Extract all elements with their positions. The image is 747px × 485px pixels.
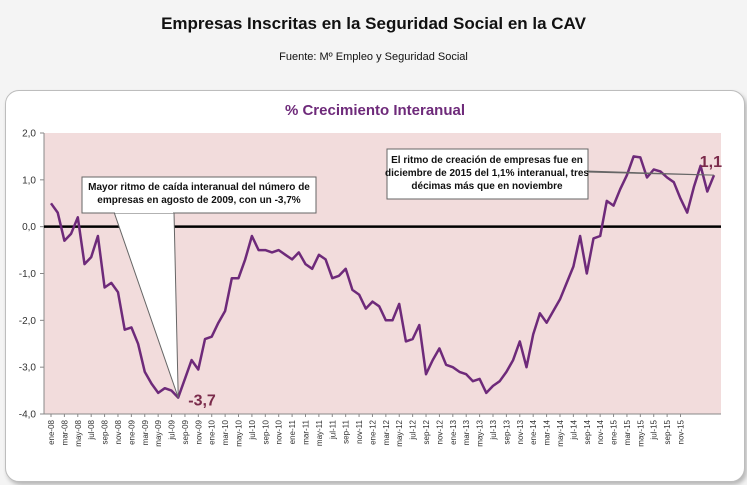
x-tick-label: ene-15 (610, 419, 619, 444)
x-tick-label: may-12 (395, 419, 404, 446)
x-tick-label: jul-15 (650, 419, 659, 440)
x-tick-label: jul-09 (168, 419, 177, 440)
x-tick-label: sep-13 (502, 419, 511, 444)
y-tick-label: -3,0 (19, 363, 37, 374)
x-tick-label: ene-12 (368, 419, 377, 444)
callout-box-last (386, 148, 589, 200)
x-tick-label: nov-15 (677, 419, 686, 444)
x-tick-label: sep-15 (663, 419, 672, 444)
callout-text-min: Mayor ritmo de caída interanual del núme… (88, 182, 310, 206)
x-tick-label: may-14 (556, 419, 565, 446)
x-tick-label: jul-14 (569, 419, 578, 440)
x-tick-label: jul-08 (87, 419, 96, 440)
x-tick-label: sep-08 (101, 419, 110, 444)
x-axis: ene-08 mar-08 may-08 jul-08 sep-08 nov-08 ene-… (44, 413, 721, 447)
page-title: Empresas Inscritas en la Seguridad Socia… (161, 14, 586, 33)
callout-box-min (81, 176, 317, 214)
x-tick-label: jul-13 (489, 419, 498, 440)
y-tick-label: 1,0 (22, 175, 36, 186)
x-tick-label: nov-11 (355, 419, 364, 443)
x-tick-label: mar-11 (301, 419, 310, 444)
x-tick-label: mar-13 (462, 419, 471, 445)
x-tick-label: sep-11 (342, 419, 351, 443)
x-tick-label: jul-12 (409, 419, 418, 440)
x-tick-label: jul-10 (248, 419, 257, 440)
y-tick-label: -1,0 (19, 269, 37, 280)
y-axis: 2,0 1,0 0,0 -1,0 -2,0 -3,0 -4,0 (19, 129, 45, 421)
x-tick-label: sep-09 (181, 419, 190, 444)
callout-text-last: El ritmo de creación de empresas fue en d… (385, 155, 589, 192)
y-tick-label: 0,0 (22, 222, 36, 233)
x-tick-label: nov-12 (435, 419, 444, 444)
x-tick-label: jul-11 (328, 419, 337, 440)
x-tick-label: ene-14 (529, 419, 538, 444)
x-tick-label: may-13 (476, 419, 485, 446)
x-tick-label: may-08 (74, 419, 83, 446)
x-tick-label: sep-10 (261, 419, 270, 444)
x-tick-label: nov-13 (516, 419, 525, 444)
x-tick-label: mar-10 (221, 419, 230, 445)
x-tick-label: may-11 (315, 419, 324, 446)
line-chart: % Crecimiento Interanual 2,0 1,0 0,0 -1,0 -2… (19, 102, 722, 447)
x-tick-label: mar-08 (60, 419, 69, 445)
y-tick-label: -4,0 (19, 410, 37, 421)
x-tick-label: may-15 (636, 419, 645, 446)
source-note: Fuente: Mº Empleo y Seguridad Social (279, 51, 468, 63)
callouts: -3,7 1,1 Mayor ritmo de caída interanual d… (81, 148, 722, 410)
x-tick-label: mar-15 (623, 419, 632, 445)
min-value-label: -3,7 (188, 393, 216, 410)
last-value-label: 1,1 (700, 154, 722, 171)
y-tick-label: 2,0 (22, 129, 36, 140)
x-tick-label: nov-08 (114, 419, 123, 444)
x-tick-label: nov-14 (596, 419, 605, 444)
chart-title: % Crecimiento Interanual (285, 102, 465, 119)
x-tick-label: mar-12 (382, 419, 391, 445)
chart-panel: % Crecimiento Interanual 2,0 1,0 0,0 -1,0 -2… (5, 90, 745, 482)
x-tick-label: nov-10 (275, 419, 284, 444)
x-tick-label: sep-14 (583, 419, 592, 444)
x-tick-label: mar-14 (543, 419, 552, 445)
y-tick-label: -2,0 (19, 316, 37, 327)
x-tick-label: ene-10 (208, 419, 217, 444)
x-tick-label: ene-08 (47, 419, 56, 444)
x-tick-label: may-09 (154, 419, 163, 446)
x-tick-label: may-10 (235, 419, 244, 446)
x-tick-label: nov-09 (194, 419, 203, 444)
x-tick-label: mar-09 (141, 419, 150, 445)
series-line-growth (49, 155, 716, 399)
x-tick-label: ene-11 (288, 419, 297, 444)
x-tick-label: sep-12 (422, 419, 431, 444)
x-tick-label: ene-09 (127, 419, 136, 444)
x-tick-label: ene-13 (449, 419, 458, 444)
